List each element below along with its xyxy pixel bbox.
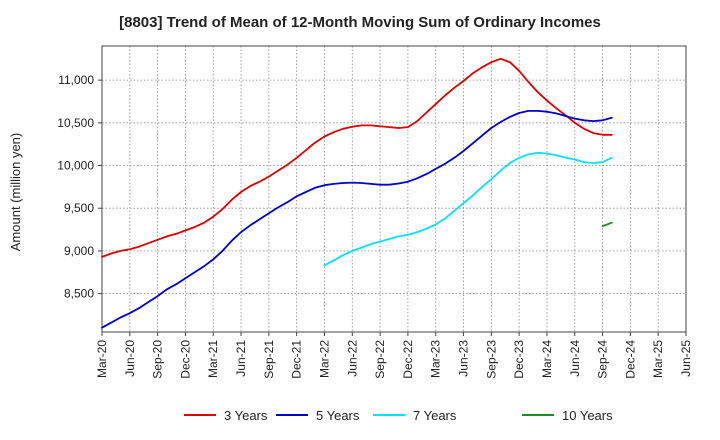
x-tick-label: Dec-23 bbox=[512, 340, 526, 379]
y-axis-title: Amount (million yen) bbox=[8, 133, 23, 252]
x-tick-labels: Mar-20 Jun-20 Sep-20 Dec-20 Mar-21 Jun-21 Sep-… bbox=[95, 340, 693, 379]
y-tick-label: 9,500 bbox=[64, 201, 94, 215]
x-tick-label: Mar-21 bbox=[206, 340, 220, 378]
x-tick-label: Dec-24 bbox=[623, 340, 637, 379]
series-lines bbox=[101, 57, 613, 329]
x-tick-label: Dec-22 bbox=[401, 340, 415, 379]
x-tick-label: Sep-21 bbox=[262, 340, 276, 379]
x-tick-label: Jun-23 bbox=[457, 340, 471, 377]
series-line-7-years bbox=[323, 151, 613, 267]
legend-label: 3 Years bbox=[224, 408, 268, 423]
x-tick-label: Mar-24 bbox=[540, 340, 554, 378]
x-tick-label: Mar-20 bbox=[95, 340, 109, 378]
x-tick-label: Sep-24 bbox=[596, 340, 610, 379]
y-tick-label: 10,000 bbox=[57, 159, 94, 173]
grid-lines bbox=[101, 46, 687, 332]
chart-title: [8803] Trend of Mean of 12-Month Moving … bbox=[119, 14, 601, 31]
x-tick-label: Sep-23 bbox=[484, 340, 498, 379]
x-tick-label: Mar-22 bbox=[317, 340, 331, 378]
x-tick-label: Jun-22 bbox=[345, 340, 359, 377]
x-tick-label: Jun-25 bbox=[679, 340, 693, 377]
y-tick-label: 10,500 bbox=[57, 116, 94, 130]
y-tick-labels: 8,500 9,000 9,500 10,000 10,500 11,000 bbox=[57, 73, 94, 300]
y-tick-label: 8,500 bbox=[64, 287, 94, 301]
y-tick-label: 9,000 bbox=[64, 244, 94, 258]
x-tick-label: Jun-21 bbox=[234, 340, 248, 377]
series-line-10-years bbox=[601, 221, 613, 228]
legend-label: 7 Years bbox=[413, 408, 457, 423]
plot-frame bbox=[101, 45, 687, 333]
x-tick-label: Jun-24 bbox=[568, 340, 582, 377]
series-line-5-years bbox=[101, 110, 613, 329]
x-tick-label: Sep-22 bbox=[373, 340, 387, 379]
y-tick-label: 11,000 bbox=[58, 73, 94, 87]
x-tick-label: Sep-20 bbox=[151, 340, 165, 379]
legend-label: 10 Years bbox=[562, 408, 613, 423]
series-line-3-years bbox=[101, 57, 613, 258]
x-tick-label: Dec-21 bbox=[290, 340, 304, 379]
legend: 3 Years 5 Years 7 Years 10 Years bbox=[184, 408, 613, 423]
axes bbox=[98, 45, 687, 336]
x-tick-label: Mar-23 bbox=[429, 340, 443, 378]
legend-label: 5 Years bbox=[316, 408, 360, 423]
x-tick-label: Mar-25 bbox=[651, 340, 665, 378]
x-tick-label: Jun-20 bbox=[123, 340, 137, 377]
x-tick-label: Dec-20 bbox=[178, 340, 192, 379]
